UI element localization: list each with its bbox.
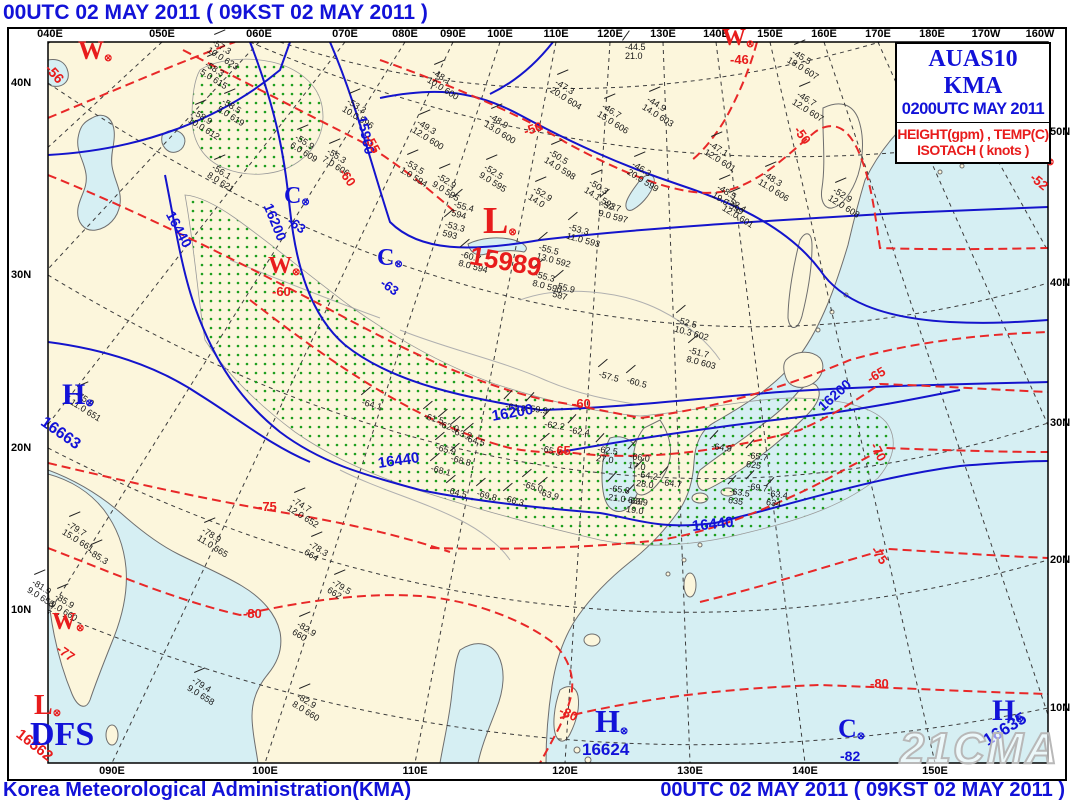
chart-elements: HEIGHT(gpm) , TEMP(C)	[897, 126, 1049, 142]
grid-label-top: 180E	[919, 28, 945, 40]
grid-label-bottom: 110E	[402, 765, 428, 777]
line-label--80: -80	[870, 676, 889, 691]
center-letter-H: H⊗	[992, 694, 1024, 727]
center-letter-W: W⊗	[268, 253, 301, 279]
grid-label-top: 120E	[597, 28, 623, 40]
center-letter-C: C⊗	[284, 183, 310, 209]
grid-label-top: 130E	[650, 28, 676, 40]
center-value: -82	[840, 748, 861, 764]
grid-label-bottom: 120E	[552, 765, 578, 777]
grid-label-left: 10N	[11, 604, 32, 616]
line-label--60: -60	[572, 396, 591, 411]
center-value: -46	[730, 52, 749, 67]
center-letter-W: W⊗	[722, 25, 755, 51]
line-label--80: -80	[243, 606, 262, 621]
grid-label-bottom: 090E	[99, 765, 125, 777]
grid-label-right: 40N	[1050, 277, 1071, 289]
station-value: -44.5	[625, 42, 646, 52]
grid-label-top: 090E	[440, 28, 466, 40]
footer-valid-time: 00UTC 02 MAY 2011 ( 09KST 02 MAY 2011 )	[660, 779, 1065, 801]
grid-label-top: 070E	[332, 28, 358, 40]
center-letter-W: W⊗	[52, 609, 85, 635]
grid-label-left: 30N	[11, 269, 32, 281]
station-plot: -65.7 625	[746, 450, 769, 471]
inner-frame	[47, 41, 1049, 764]
grid-label-top: 110E	[543, 28, 569, 40]
grid-label-top: 050E	[149, 28, 175, 40]
station-plot: -62.5 27.0	[596, 444, 619, 465]
grid-label-bottom: 150E	[922, 765, 948, 777]
grid-label-bottom: 130E	[677, 765, 703, 777]
grid-label-top: 060E	[246, 28, 272, 40]
grid-label-top: 080E	[392, 28, 418, 40]
station-plot: -63.4 634	[766, 488, 789, 509]
chart-title-top: 00UTC 02 MAY 2011 ( 09KST 02 MAY 2011 )	[3, 1, 428, 24]
center-letter-W: W⊗	[78, 36, 113, 65]
station-plot: -63.9 19.0	[626, 495, 649, 516]
grid-label-top: 100E	[487, 28, 513, 40]
chart-id-box: AUAS10 KMA 0200UTC MAY 2011 HEIGHT(gpm) …	[895, 42, 1051, 164]
height-contours	[48, 42, 1048, 527]
grid-label-bottom: 100E	[252, 765, 278, 777]
line-label--65: -65	[552, 443, 571, 458]
line-label--75: -75	[258, 499, 277, 514]
center-letter-H: H⊗	[595, 703, 629, 739]
center-letter-L: L⊗	[34, 690, 62, 721]
grid-label-right: 20N	[1050, 554, 1071, 566]
grid-label-top: 160E	[811, 28, 837, 40]
station-plot: -44.5 21.0	[625, 43, 646, 60]
grid-label-top: 150E	[757, 28, 783, 40]
watermark: 21CMA	[899, 723, 1060, 774]
station-plot: -64.2 28.0	[636, 469, 659, 490]
grid-label-top: 170E	[865, 28, 891, 40]
center-letter-H: H⊗	[62, 378, 94, 411]
center-value: -60	[272, 284, 291, 299]
grid-label-top: 170W	[971, 28, 1001, 40]
grid-label-top: 140E	[703, 28, 729, 40]
grid-label-left: 40N	[11, 77, 32, 89]
grid-label-right: 10N	[1050, 702, 1071, 714]
footer-agency: Korea Meteorological Administration(KMA)	[3, 779, 412, 801]
grid-label-right: 30N	[1050, 417, 1071, 429]
chart-time: 0200UTC MAY 2011	[897, 100, 1049, 123]
grid-label-right: 50N	[1050, 126, 1071, 138]
center-letter-L: L⊗	[483, 200, 517, 242]
isotherms	[48, 42, 1048, 763]
grid-label-top: 160W	[1025, 28, 1055, 40]
chart-isotach-units: ISOTACH ( knots )	[917, 142, 1029, 158]
dfs-label: DFS	[30, 716, 95, 753]
grid-label-bottom: 140E	[792, 765, 818, 777]
center-letter-C: C⊗	[377, 245, 403, 271]
grid-label-left: 20N	[11, 442, 32, 454]
grid-label-top: 040E	[37, 28, 63, 40]
center-letter-C: C⊗	[838, 714, 866, 743]
chart-id: AUAS10 KMA	[928, 46, 1018, 99]
station-value: 21.0	[625, 50, 643, 61]
center-value: 16624	[582, 740, 630, 759]
